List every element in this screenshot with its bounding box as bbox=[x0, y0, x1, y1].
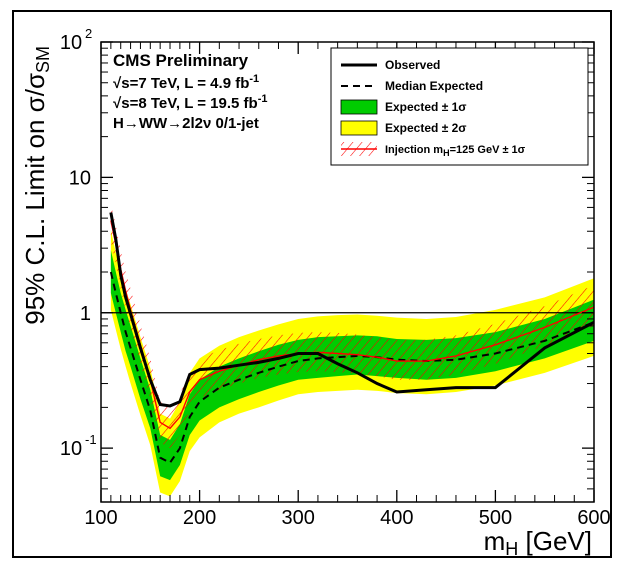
svg-text:10: 10 bbox=[69, 167, 91, 189]
svg-text:Expected ± 1σ: Expected ± 1σ bbox=[385, 100, 467, 114]
svg-text:400: 400 bbox=[380, 507, 413, 529]
svg-text:Observed: Observed bbox=[385, 58, 440, 72]
svg-text:10: 10 bbox=[60, 438, 82, 460]
svg-text:1: 1 bbox=[80, 303, 91, 325]
chart-frame: 10020030040050060010-1110102mH [GeV]95% … bbox=[12, 10, 612, 558]
svg-text:H→WW→2l2ν 0/1-jet: H→WW→2l2ν 0/1-jet bbox=[113, 115, 259, 132]
svg-text:2: 2 bbox=[85, 26, 92, 41]
svg-text:√s=7 TeV, L = 4.9 fb-1: √s=7 TeV, L = 4.9 fb-1 bbox=[113, 73, 259, 92]
svg-text:CMS Preliminary: CMS Preliminary bbox=[113, 51, 249, 70]
svg-text:√s=8 TeV, L = 19.5 fb-1: √s=8 TeV, L = 19.5 fb-1 bbox=[113, 93, 268, 112]
svg-text:95% C.L. Limit on σ/σSM: 95% C.L. Limit on σ/σSM bbox=[20, 46, 53, 325]
svg-text:mH [GeV]: mH [GeV] bbox=[484, 526, 592, 556]
svg-text:200: 200 bbox=[183, 507, 216, 529]
svg-text:Median Expected: Median Expected bbox=[385, 79, 483, 93]
svg-text:Expected ± 2σ: Expected ± 2σ bbox=[385, 121, 467, 135]
svg-text:Injection mH=125 GeV ± 1σ: Injection mH=125 GeV ± 1σ bbox=[385, 144, 526, 158]
limit-plot: 10020030040050060010-1110102mH [GeV]95% … bbox=[14, 12, 610, 556]
svg-text:300: 300 bbox=[282, 507, 315, 529]
svg-text:10: 10 bbox=[60, 32, 82, 54]
svg-text:-1: -1 bbox=[85, 432, 97, 447]
svg-text:100: 100 bbox=[84, 507, 117, 529]
